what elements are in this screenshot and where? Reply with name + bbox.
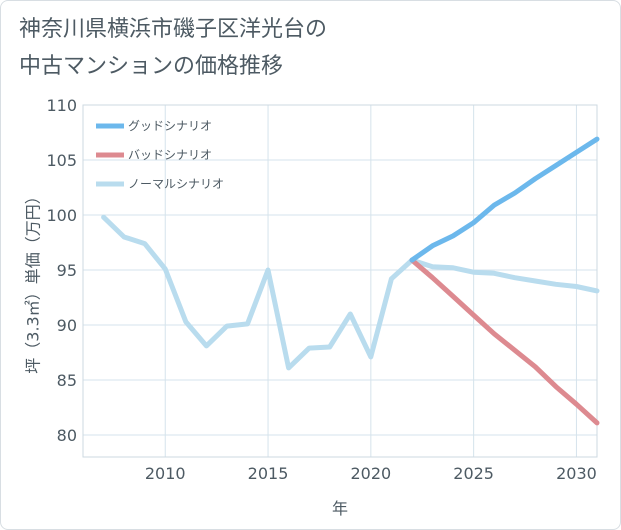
y-tick-label: 95 <box>57 261 77 280</box>
y-tick-label: 85 <box>57 371 77 390</box>
chart-title-line-1: 神奈川県横浜市磯子区洋光台の <box>19 17 328 42</box>
x-tick-label: 2015 <box>248 464 289 483</box>
x-tick-label: 2020 <box>350 464 391 483</box>
legend-label: グッドシナリオ <box>128 119 212 133</box>
chart-title-line-2: 中古マンションの価格推移 <box>19 54 284 79</box>
series-line-good <box>409 136 600 263</box>
y-axis-label: 坪（3.3㎡）単価（万円） <box>24 188 43 373</box>
y-tick-label: 80 <box>57 426 77 445</box>
plot-border <box>82 104 598 458</box>
x-tick-label: 2010 <box>145 464 186 483</box>
x-tick-label: 2025 <box>453 464 494 483</box>
y-tick-label: 100 <box>46 206 77 225</box>
x-tick-label: 2030 <box>556 464 597 483</box>
series-line-bad <box>409 257 600 426</box>
y-tick-label: 90 <box>57 316 77 335</box>
series-lines <box>101 136 600 426</box>
legend-label: バッドシナリオ <box>128 148 212 162</box>
legend-label: ノーマルシナリオ <box>128 177 224 191</box>
y-tick-label: 110 <box>46 96 77 115</box>
axes: 80 85 90 95 100 105 110 2010 2015 2020 2025 2030 <box>46 96 598 483</box>
chart-title: 神奈川県横浜市磯子区洋光台の 中古マンションの価格推移 <box>19 11 327 85</box>
x-axis-label: 年 <box>332 499 348 518</box>
series-line-normal <box>101 214 600 371</box>
y-tick-label: 105 <box>46 151 77 170</box>
